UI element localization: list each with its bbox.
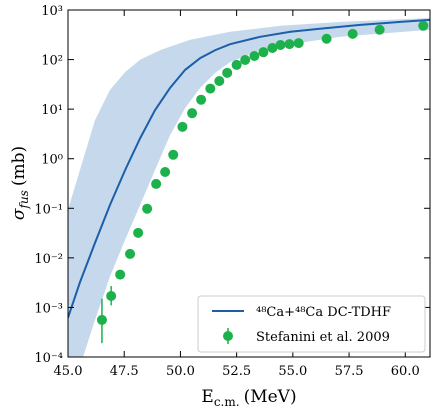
y-tick-label: 10⁰ [41, 153, 63, 168]
y-tick-label: 10² [41, 54, 63, 69]
data-point [205, 83, 216, 94]
model-line [68, 18, 430, 319]
data-point [222, 67, 233, 78]
x-axis-label: Ec.m. (MeV) [201, 387, 296, 409]
data-point [115, 269, 126, 280]
x-label-sub: c.m. [214, 395, 240, 409]
y-tick-label: 10¹ [41, 103, 63, 118]
data-point [321, 33, 332, 44]
x-tick-label: 47.5 [110, 364, 139, 379]
data-point [160, 166, 171, 177]
y-tick-label: 10⁻¹ [34, 202, 63, 217]
data-point [231, 59, 242, 70]
data-point [168, 149, 179, 160]
data-point [151, 178, 162, 189]
data-point [125, 248, 136, 259]
data-point [142, 203, 153, 214]
data-point [267, 43, 278, 54]
legend-label: Stefanini et al. 2009 [256, 330, 390, 345]
y-tick-label: 10⁻⁴ [34, 351, 63, 366]
x-tick-label: 60.0 [391, 364, 420, 379]
legend-label: ⁴⁸Ca+⁴⁸Ca DC-TDHF [256, 305, 391, 320]
data-point [347, 28, 358, 39]
data-point [214, 75, 225, 86]
x-tick-label: 45.0 [54, 364, 83, 379]
data-point [418, 20, 429, 31]
data-point [177, 121, 188, 132]
y-tick-label: 10⁻³ [34, 301, 63, 316]
x-tick-label: 52.5 [222, 364, 251, 379]
y-label-sub: fus [17, 190, 31, 209]
x-label-unit: (MeV) [244, 387, 297, 407]
y-label-unit: (mb) [9, 146, 29, 186]
data-point [249, 51, 260, 62]
uncertainty-band [68, 18, 430, 357]
x-tick-label: 55.0 [278, 364, 307, 379]
data-point [187, 108, 198, 119]
legend-marker [223, 331, 233, 341]
x-label-main: E [201, 387, 213, 407]
plot-frame [67, 9, 431, 358]
data-point [133, 227, 144, 238]
data-point [106, 291, 117, 302]
data-point [275, 39, 286, 50]
data-point [284, 39, 295, 50]
legend-box [197, 295, 426, 353]
y-axis-label: σfus (mb) [9, 146, 31, 220]
y-tick-label: 10³ [41, 4, 63, 19]
x-tick-label: 57.5 [335, 364, 364, 379]
y-label-main: σ [9, 208, 29, 220]
data-point [374, 24, 385, 35]
data-point [96, 314, 107, 325]
data-point [240, 55, 251, 66]
x-tick-label: 50.0 [166, 364, 195, 379]
data-point [258, 47, 269, 58]
data-point [196, 94, 207, 105]
y-tick-label: 10⁻² [34, 252, 63, 267]
data-point [293, 38, 304, 49]
